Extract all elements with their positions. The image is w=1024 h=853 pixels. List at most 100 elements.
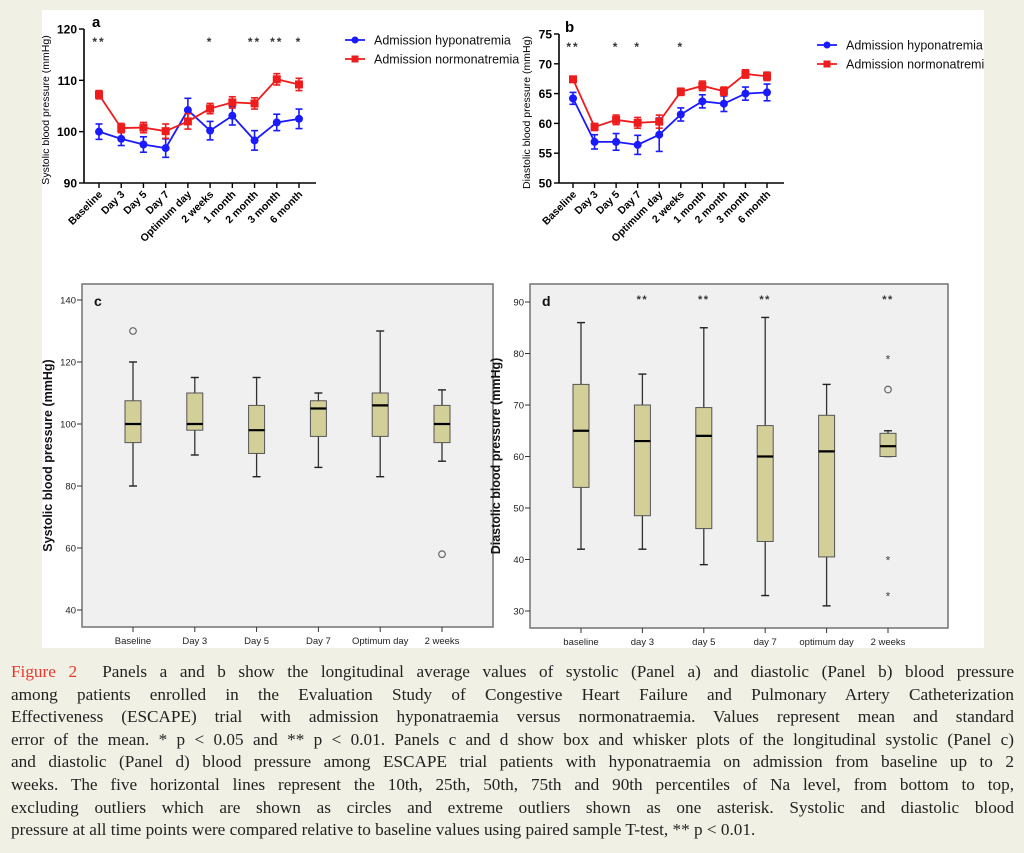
data-point <box>719 99 728 108</box>
data-point <box>272 118 281 127</box>
y-tick-label: 60 <box>513 452 524 463</box>
y-tick-label: 50 <box>539 177 553 191</box>
y-tick-label: 80 <box>513 349 524 360</box>
series-admission-normonatremia <box>95 72 303 140</box>
box-2-weeks <box>879 430 897 458</box>
data-point <box>698 81 707 90</box>
legend-marker <box>823 60 831 68</box>
y-tick-label: 65 <box>539 87 553 101</box>
significance-mark: ** <box>882 294 894 306</box>
x-tick-label: Optimum day <box>352 636 409 647</box>
box-day-3 <box>633 373 651 550</box>
outlier-circle <box>884 385 892 394</box>
line-chart-panel-a: a 90 100 110 120 Systolic blood pressure (mmH… <box>40 14 519 245</box>
data-point <box>295 80 303 89</box>
data-point <box>612 137 621 146</box>
y-tick-label: 60 <box>65 544 76 555</box>
significance-mark: * <box>207 35 214 49</box>
significance-mark: ** <box>637 294 649 306</box>
outlier-asterisk: * <box>886 554 891 568</box>
data-point <box>676 110 685 119</box>
x-tick-label: Day 3 <box>99 189 127 217</box>
significance-mark: ** <box>566 40 579 54</box>
data-point <box>295 114 303 123</box>
data-point <box>272 75 281 84</box>
plot-area <box>529 283 949 629</box>
x-tick-label: Day 3 <box>572 189 600 217</box>
data-point <box>161 127 170 136</box>
box-2-weeks <box>433 389 451 462</box>
y-axis-label: Diastolic blood pressure (mmHg) <box>489 358 503 555</box>
legend-item: Admission hyponatremia <box>345 34 511 48</box>
data-point <box>719 87 728 96</box>
caption-line: excluding outliers which are shown as ci… <box>11 797 1014 817</box>
x-tick-label: 2 weeks <box>871 637 906 648</box>
data-point <box>741 89 750 98</box>
legend-label: Admission hyponatremia <box>374 34 511 48</box>
significance-mark: ** <box>270 35 283 49</box>
caption-line: pressure at all time points were compare… <box>11 820 756 840</box>
y-tick-label: 120 <box>60 358 76 369</box>
box-iqr <box>633 404 651 517</box>
box-plot-panel-d: d 30 40 50 60 70 80 90 Diastolic blood pressure … <box>489 283 949 648</box>
legend-label: Admission hyponatremia <box>846 39 983 53</box>
box-plot-panel-c: c 40 60 80 100 120 140 Systolic blood pressure … <box>41 283 494 647</box>
x-tick-label: Day 5 <box>121 189 149 217</box>
data-point <box>612 115 621 124</box>
data-point <box>228 111 237 120</box>
y-tick-label: 100 <box>57 125 77 139</box>
x-tick-label: Baseline <box>115 636 151 647</box>
caption-line: weeks. The five horizontal lines represe… <box>11 774 1014 794</box>
caption-line: error of the mean. * p < 0.05 and ** p <… <box>11 729 1014 749</box>
x-tick-label: Day 7 <box>306 636 331 647</box>
y-tick-label: 80 <box>65 482 76 493</box>
panel-label: d <box>542 293 551 309</box>
data-point <box>161 144 170 153</box>
significance-mark: * <box>677 40 684 54</box>
outlier-circle <box>129 327 137 335</box>
data-point <box>633 118 642 127</box>
x-tick-label: Day 3 <box>182 636 207 647</box>
legend-marker <box>351 36 359 44</box>
box-iqr <box>572 383 590 488</box>
y-tick-label: 70 <box>513 401 524 412</box>
box-optimum-day <box>371 330 389 478</box>
data-point <box>206 104 215 113</box>
data-point <box>250 99 259 108</box>
data-point <box>655 117 664 126</box>
box-baseline <box>572 321 590 550</box>
figure-svg: a 90 100 110 120 Systolic blood pressure (mmH… <box>40 14 991 648</box>
y-tick-label: 120 <box>57 23 77 37</box>
y-axis-label: Diastolic blood pressure (mmHg) <box>521 36 533 189</box>
line-chart-panel-b: b 50 55 60 65 70 75 Diastolic blood pressure (m… <box>521 19 991 245</box>
box-day-7 <box>309 392 327 469</box>
box-iqr <box>371 392 389 437</box>
panel-label: b <box>565 19 574 36</box>
data-point <box>763 72 771 81</box>
data-point <box>569 94 577 103</box>
legend-item: Admission hyponatremia <box>817 39 983 53</box>
y-axis-label: Systolic blood pressure (mmHg) <box>42 35 52 184</box>
series-line <box>98 108 300 150</box>
box-iqr <box>124 400 142 444</box>
y-tick-label: 50 <box>513 504 524 515</box>
plot-area <box>81 283 494 628</box>
legend-item: Admission normonatremia <box>345 53 519 67</box>
caption-line-text: Panels a and b show the longitudinal ave… <box>102 662 1014 681</box>
panel-label: c <box>94 293 102 309</box>
caption-line: and diastolic (Panel d) blood pressure a… <box>11 752 1014 772</box>
y-tick-label: 90 <box>64 177 78 191</box>
data-point <box>228 98 237 107</box>
y-tick-label: 70 <box>539 57 553 71</box>
y-tick-label: 40 <box>65 606 76 617</box>
figure-caption: Figure 2 Panels a and b show the longitu… <box>11 661 1014 842</box>
significance-mark: * <box>634 40 641 54</box>
legend-item: Admission normonatremia <box>817 58 991 72</box>
data-point <box>183 117 192 126</box>
box-optimum-day <box>818 383 836 607</box>
significance-mark: * <box>296 35 303 49</box>
data-point <box>117 134 126 143</box>
series-admission-hyponatremia <box>95 97 303 159</box>
caption-line: Effectiveness (ESCAPE) trial with admiss… <box>11 707 1014 727</box>
y-tick-label: 55 <box>539 147 553 161</box>
